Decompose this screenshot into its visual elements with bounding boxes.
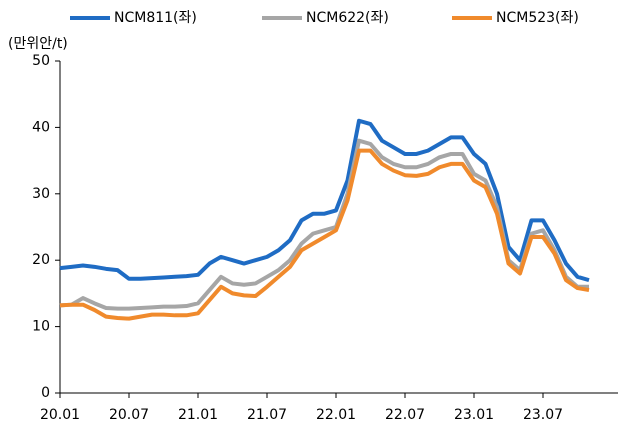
y-unit: (만위안/t) — [8, 36, 68, 52]
legend-label: NCM523(좌) — [496, 10, 579, 26]
line-series — [59, 118, 590, 283]
x-tick-label: 23.01 — [454, 407, 494, 423]
y-tick-label: 40 — [32, 119, 50, 135]
y-tick-label: 10 — [32, 319, 50, 335]
x-tick-label: 21.01 — [178, 407, 218, 423]
x-tick-label: 20.07 — [109, 407, 149, 423]
legend-label: NCM622(좌) — [306, 10, 389, 26]
x-tick-label: 23.07 — [523, 407, 563, 423]
y-tick-label: 50 — [32, 53, 50, 69]
x-tick-label: 21.07 — [247, 407, 287, 423]
x-tick-label: 22.01 — [316, 407, 356, 423]
x-tick-label: 20.01 — [40, 407, 80, 423]
y-tick-label: 20 — [32, 252, 50, 268]
legend-label: NCM811(좌) — [114, 10, 197, 26]
line-series — [59, 138, 589, 311]
x-tick-label: 22.07 — [385, 407, 425, 423]
y-tick-label: 30 — [32, 186, 50, 202]
y-tick-label: 0 — [41, 385, 50, 401]
line-series — [59, 148, 590, 321]
